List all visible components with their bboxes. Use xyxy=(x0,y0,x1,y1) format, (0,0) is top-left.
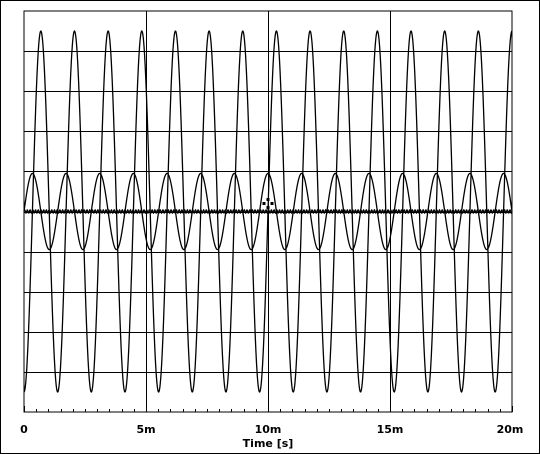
x-tick-label: 5m xyxy=(136,423,155,436)
x-tick-label: 15m xyxy=(377,423,404,436)
cursor-marker-dot xyxy=(271,202,274,205)
x-tick-label: 0 xyxy=(20,423,28,436)
cursor-marker-dot xyxy=(267,198,270,201)
trace-series-3 xyxy=(24,210,512,213)
x-axis-tick-labels: 0 5m 10m 15m 20m xyxy=(20,423,523,436)
x-tick-label: 20m xyxy=(497,423,524,436)
x-tick-label: 10m xyxy=(255,423,282,436)
x-axis-ticks xyxy=(25,406,513,412)
cursor-marker-dot xyxy=(263,202,266,205)
x-axis-title: Time [s] xyxy=(243,437,294,450)
cursor-marker-dot xyxy=(267,206,270,209)
